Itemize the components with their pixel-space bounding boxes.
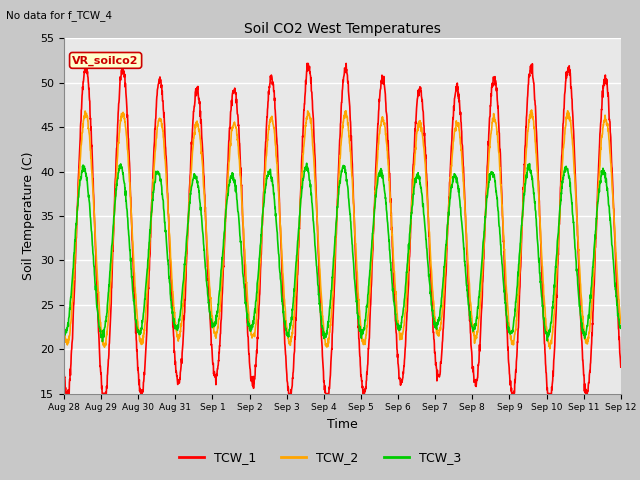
Title: Soil CO2 West Temperatures: Soil CO2 West Temperatures <box>244 22 441 36</box>
Y-axis label: Soil Temperature (C): Soil Temperature (C) <box>22 152 35 280</box>
Text: No data for f_TCW_4: No data for f_TCW_4 <box>6 10 113 21</box>
TCW_3 <box>568 200 576 205</box>
TCW_2 <box>504 308 512 314</box>
TCW_2 <box>371 205 378 211</box>
TCW_1 <box>617 364 625 370</box>
TCW_1 <box>82 60 90 65</box>
TCW_1 <box>216 343 223 349</box>
Line: TCW_2: TCW_2 <box>64 110 621 349</box>
TCW_2 <box>358 339 366 345</box>
TCW_2 <box>617 321 625 326</box>
TCW_3 <box>371 201 379 206</box>
TCW_1 <box>505 360 513 365</box>
Text: VR_soilco2: VR_soilco2 <box>72 55 139 66</box>
TCW_2 <box>528 107 536 113</box>
TCW_2 <box>60 326 68 332</box>
TCW_3 <box>303 160 310 166</box>
TCW_1 <box>568 96 576 102</box>
TCW_1 <box>371 184 379 190</box>
Line: TCW_1: TCW_1 <box>64 62 621 394</box>
TCW_1 <box>63 391 70 396</box>
TCW_3 <box>359 331 367 336</box>
TCW_2 <box>584 341 591 347</box>
TCW_3 <box>584 323 591 329</box>
Line: TCW_3: TCW_3 <box>64 163 621 341</box>
X-axis label: Time: Time <box>327 418 358 431</box>
TCW_3 <box>617 323 625 329</box>
TCW_2 <box>216 313 223 319</box>
TCW_3 <box>216 288 223 294</box>
TCW_1 <box>584 388 591 394</box>
TCW_3 <box>60 328 68 334</box>
TCW_3 <box>99 338 106 344</box>
Legend: TCW_1, TCW_2, TCW_3: TCW_1, TCW_2, TCW_3 <box>174 446 466 469</box>
TCW_1 <box>60 366 68 372</box>
TCW_1 <box>359 391 367 396</box>
TCW_2 <box>546 346 554 352</box>
TCW_3 <box>505 324 513 330</box>
TCW_2 <box>568 135 576 141</box>
